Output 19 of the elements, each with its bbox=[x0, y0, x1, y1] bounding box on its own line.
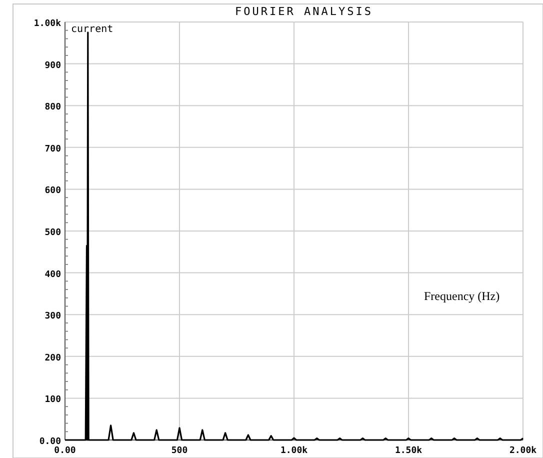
y-tick-label: 300 bbox=[44, 312, 61, 322]
y-tick-label: 200 bbox=[44, 353, 61, 364]
x-tick-label: 1.50k bbox=[394, 446, 423, 456]
y-tick-label: 0.00 bbox=[39, 437, 61, 447]
y-tick-label: 500 bbox=[44, 228, 61, 238]
chart-title: FOURIER ANALYSIS bbox=[235, 5, 373, 18]
x-tick-label: 500 bbox=[171, 446, 188, 456]
y-tick-label: 1.00k bbox=[34, 19, 62, 29]
y-tick-label: 700 bbox=[44, 144, 61, 154]
x-tick-label: 0.00 bbox=[54, 446, 76, 456]
y-tick-label: 600 bbox=[44, 186, 61, 196]
series-label: current bbox=[71, 24, 114, 35]
x-tick-label: 2.00k bbox=[509, 446, 538, 456]
x-tick-label: 1.00k bbox=[280, 446, 308, 456]
x-axis-title: Frequency (Hz) bbox=[424, 289, 500, 303]
y-tick-label: 100 bbox=[44, 395, 61, 406]
y-tick-label: 900 bbox=[44, 60, 61, 71]
y-tick-label: 800 bbox=[44, 102, 61, 113]
y-tick-label: 400 bbox=[44, 270, 61, 280]
